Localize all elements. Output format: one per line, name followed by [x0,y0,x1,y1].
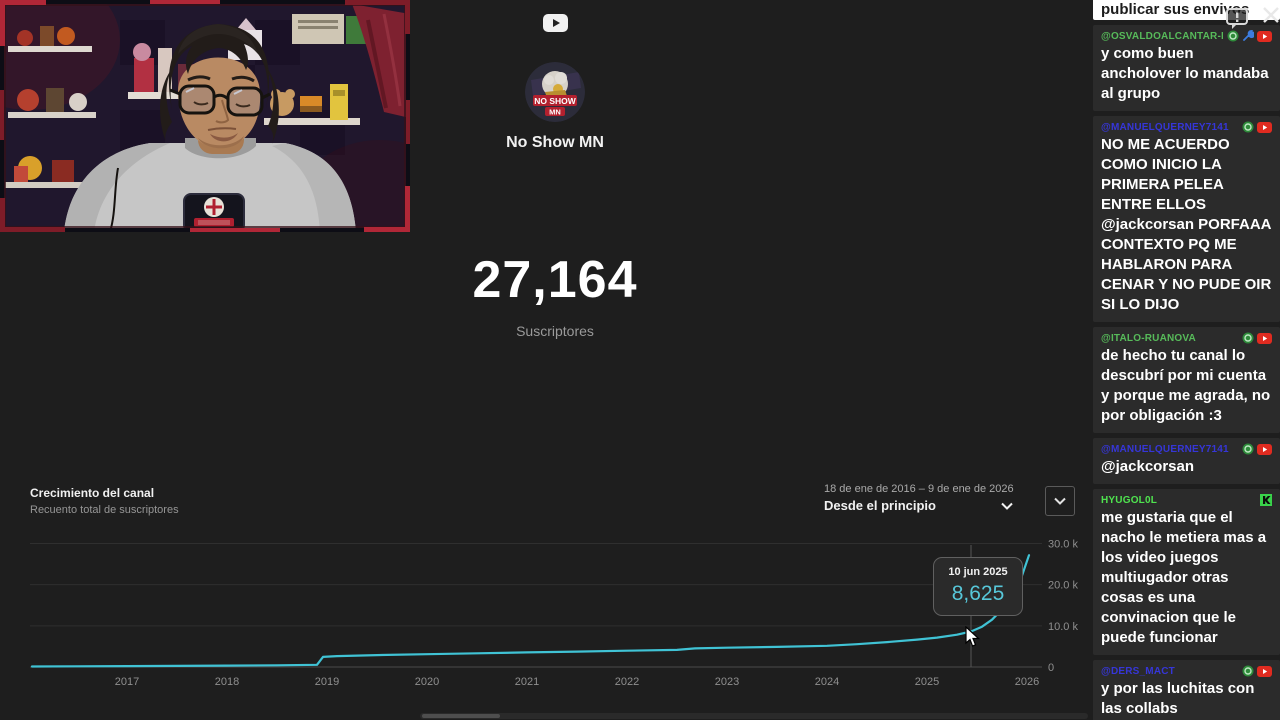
chat-overlay-controls [1210,6,1280,38]
x-axis-tick: 2018 [215,676,239,688]
x-axis-tick: 2023 [715,676,739,688]
chat-partial-text: publicar sus envivos [1101,1,1250,18]
member-badge-icon [1227,30,1239,42]
avatar-text-line2: MN [549,108,561,117]
youtube-badge-icon [1257,443,1272,455]
chat-message-list: @OSVALDOALCANTAR-K9W2J y como buen anchol… [1093,25,1280,720]
member-badge-icon [1242,443,1254,455]
mouse-cursor [965,626,981,648]
chat-username[interactable]: @DERS_MACT [1101,665,1175,677]
date-range-selector-label: Desde el principio [824,498,936,513]
channel-avatar[interactable]: NO SHOW MN [525,62,585,122]
y-axis-tick: 0 [1048,662,1054,674]
webcam-person [64,24,356,232]
chat-message-header: @DERS_MACT [1101,665,1272,677]
chart-title: Crecimiento del canal [30,486,155,500]
webcam-frame [0,0,410,232]
subscribers-line-series [30,554,1031,668]
report-message-icon[interactable] [1224,6,1250,32]
webcam-hair [160,24,279,144]
subscriber-label: Suscriptores [516,323,594,339]
tooltip-date: 10 jun 2025 [948,566,1008,578]
chat-badges [1227,30,1272,42]
date-range-text: 18 de ene de 2016 – 9 de ene de 2026 [824,483,1014,495]
chat-username[interactable]: @ITALO-RUANOVA [1101,332,1196,344]
x-axis-tick: 2026 [1015,676,1039,688]
chat-message-header: @ITALO-RUANOVA [1101,332,1272,344]
chat-badges [1260,494,1272,506]
chat-username[interactable]: HYUGOL0L [1101,494,1158,506]
horizontal-scrollbar[interactable] [420,713,1088,719]
webcam-face [178,57,261,148]
youtube-logo-icon [543,14,568,32]
date-range-selector[interactable]: Desde el principio [824,498,1014,513]
chat-message[interactable]: @MANUELQUERNEY7141 @jackcorsan [1093,438,1280,484]
x-axis-tick: 2019 [315,676,339,688]
chat-badges [1242,332,1272,344]
y-axis-tick: 10.0 k [1048,621,1078,633]
chevron-down-icon [1054,497,1066,505]
x-axis-tick: 2020 [415,676,439,688]
x-axis-tick: 2025 [915,676,939,688]
chevron-down-icon [1001,502,1013,510]
chat-message-text: @jackcorsan [1101,458,1195,475]
webcam-microphone [183,193,245,232]
tooltip-value: 8,625 [951,582,1005,605]
chat-panel: publicar sus envivos @OSVALDOALCANTAR-K9… [1093,0,1280,720]
webcam-glasses [169,84,271,117]
close-icon[interactable] [1262,6,1280,24]
subscriber-count: 27,164 [472,251,638,309]
chat-message-header: @MANUELQUERNEY7141 [1101,121,1272,133]
chat-message[interactable]: @ITALO-RUANOVA de hecho tu canal lo descu… [1093,327,1280,433]
chat-message-text: de hecho tu canal lo descubrí por mi cue… [1101,347,1271,424]
chat-message-text: NO ME ACUERDO COMO INICIO LA PRIMERA PEL… [1101,136,1272,313]
x-axis-tick: 2017 [115,676,139,688]
chat-badges [1242,443,1272,455]
channel-name: No Show MN [506,134,604,151]
member-badge-icon [1242,665,1254,677]
youtube-badge-icon [1257,665,1272,677]
x-axis-tick: 2021 [515,676,539,688]
y-axis-tick: 30.0 k [1048,539,1078,551]
scrollbar-thumb[interactable] [422,714,500,718]
chat-username[interactable]: @MANUELQUERNEY7141 [1101,121,1229,133]
moderator-badge-icon [1242,30,1254,42]
youtube-badge-icon [1257,332,1272,344]
subscriber-growth-chart[interactable]: 0 10.0 k 20.0 k 30.0 k 2017 2018 2019 2020 2021 2… [0,470,1090,700]
x-axis-tick: 2022 [615,676,639,688]
webcam-panel [0,0,410,232]
youtube-badge-icon [1257,30,1272,42]
x-axis-tick: 2024 [815,676,839,688]
chat-message-header: @MANUELQUERNEY7141 [1101,443,1272,455]
y-axis-tick: 20.0 k [1048,580,1078,592]
chat-message-header: HYUGOL0L [1101,494,1272,506]
chat-badges [1242,121,1272,133]
chat-message-text: me gustaria que el nacho le metiera mas … [1101,509,1267,646]
chat-message[interactable]: HYUGOL0L me gustaria que el nacho le meti… [1093,489,1280,655]
chat-message[interactable]: @MANUELQUERNEY7141 NO ME ACUERDO COMO INI… [1093,116,1280,322]
webcam-scene [0,0,410,232]
chat-message-text: y como buen ancholover lo mandaba al gru… [1101,45,1269,102]
chat-username[interactable]: @OSVALDOALCANTAR-K9W2J [1101,30,1223,42]
chat-username[interactable]: @MANUELQUERNEY7141 [1101,443,1229,455]
collapse-panel-button[interactable] [1045,486,1075,516]
chat-message-text: y por las luchitas con las collabs [1101,680,1255,717]
member-badge-icon [1242,332,1254,344]
youtube-badge-icon [1257,121,1272,133]
chat-message-header: @OSVALDOALCANTAR-K9W2J [1101,30,1272,42]
chart-tooltip: 10 jun 2025 8,625 [933,557,1023,616]
avatar-text-line1: NO SHOW [534,96,577,106]
member-badge-icon [1242,121,1254,133]
chat-badges [1242,665,1272,677]
kick-badge-icon [1260,494,1272,506]
chart-subtitle: Recuento total de suscriptores [30,504,179,516]
chat-message[interactable]: @OSVALDOALCANTAR-K9W2J y como buen anchol… [1093,25,1280,111]
webcam-jersey [352,4,410,118]
